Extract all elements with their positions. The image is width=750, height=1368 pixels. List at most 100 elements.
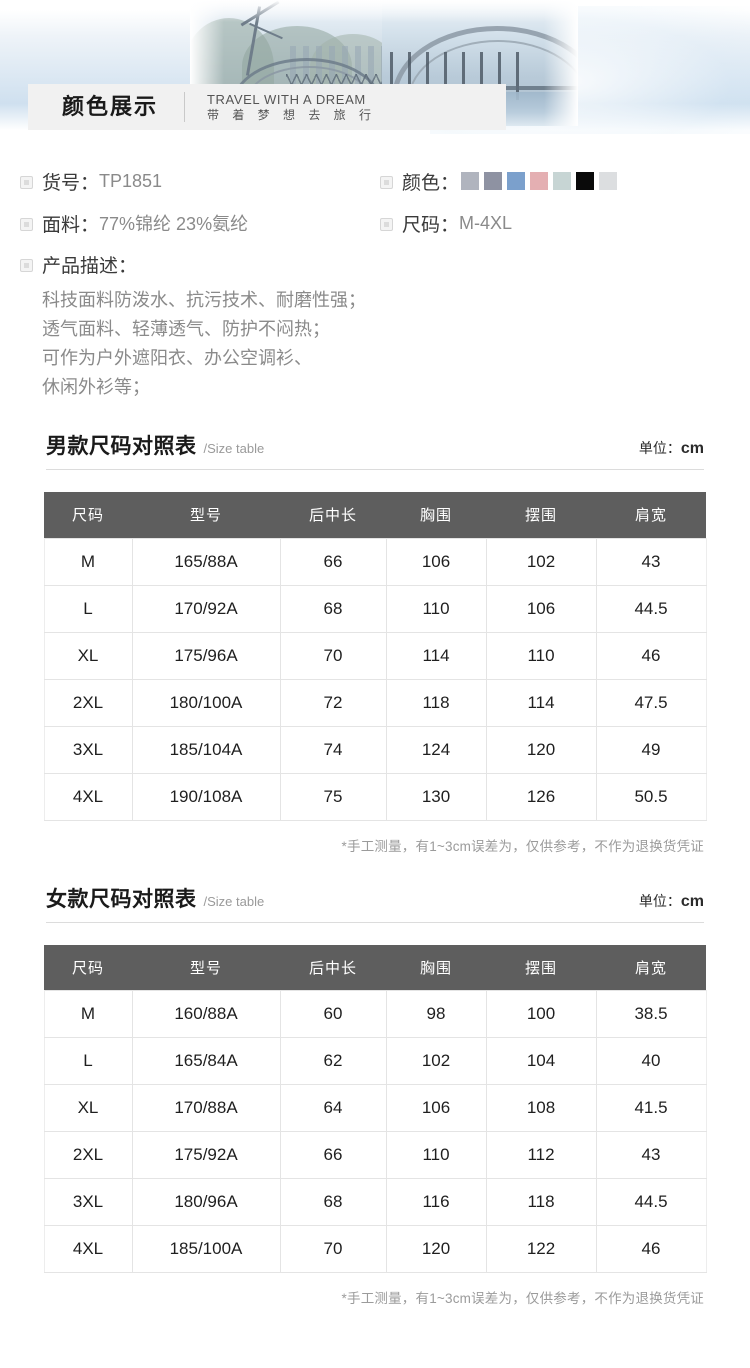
table-row: L 170/92A 68 110 106 44.5: [43, 584, 707, 633]
cell-型号: 180/100A: [131, 678, 281, 727]
color-swatch-2[interactable]: [484, 172, 503, 190]
cell-尺码: 3XL: [43, 1178, 133, 1226]
cell-型号: 160/88A: [131, 990, 281, 1038]
women-unit-label: 单位：: [638, 892, 681, 909]
description-line-2: 透气面料、轻薄透气、防护不闷热；: [42, 319, 330, 339]
men-size-subtitle: /Size table: [203, 441, 265, 456]
cell-胸围: 116: [385, 1178, 487, 1226]
cell-后中长: 60: [279, 990, 387, 1038]
column-header-3: 胸围: [386, 944, 486, 991]
fabric-label: 面料：: [42, 214, 100, 236]
cell-尺码: L: [43, 584, 133, 633]
description-line-3: 可作为户外遮阳衣、办公空调衫、: [42, 348, 312, 368]
cell-肩宽: 46: [595, 631, 707, 680]
table-row: 4XL 185/100A 70 120 122 46: [43, 1225, 707, 1273]
bullet-square-icon: [380, 217, 393, 231]
cell-胸围: 130: [385, 772, 487, 821]
color-swatch-list[interactable]: [461, 172, 618, 190]
table-row: 4XL 190/108A 75 130 126 50.5: [43, 772, 707, 821]
cell-摆围: 126: [485, 772, 597, 821]
color-display-banner: 颜色展示 TRAVEL WITH A DREAM 带 着 梦 想 去 旅 行: [0, 0, 750, 148]
men-table-body: M 165/88A 66 106 102 43 L 170/92A 68 110 106 44.5 XL…: [43, 537, 707, 821]
product-description-block: 产品描述： 科技面料防泼水、抗污技术、耐磨性强； 透气面料、轻薄透气、防护不闷热；…: [0, 246, 750, 402]
item-no-value: TP1851: [99, 170, 163, 191]
column-header-5: 肩宽: [596, 944, 706, 991]
bullet-square-icon: [20, 258, 33, 272]
cell-尺码: XL: [43, 631, 133, 680]
table-header-row: 尺码 型号 后中长 胸围 摆围 肩宽: [44, 492, 706, 538]
cell-肩宽: 43: [595, 537, 707, 586]
column-header-2: 后中长: [280, 492, 386, 538]
table-header-row: 尺码 型号 后中长 胸围 摆围 肩宽: [44, 944, 706, 991]
info-row-color: 颜色：: [380, 160, 750, 202]
men-size-unit: 单位：cm: [639, 438, 704, 458]
cell-摆围: 118: [485, 1178, 597, 1226]
info-row-item-no: 货号： TP1851: [20, 160, 372, 202]
cell-摆围: 120: [485, 725, 597, 774]
men-unit-label: 单位：: [638, 440, 681, 456]
cell-摆围: 100: [485, 990, 597, 1038]
men-table-note: *手工测量，有1~3cm误差为，仅供参考，不作为退换货凭证: [341, 838, 704, 854]
table-row: M 160/88A 60 98 100 38.5: [43, 990, 707, 1038]
women-size-unit: 单位：cm: [639, 891, 704, 911]
banner-divider: [184, 92, 186, 122]
color-swatch-1[interactable]: [461, 172, 480, 190]
table-row: 2XL 175/92A 66 110 112 43: [43, 1131, 707, 1179]
cell-后中长: 62: [279, 1037, 387, 1085]
column-header-4: 摆围: [486, 944, 596, 991]
men-section-divider: [46, 469, 704, 470]
table-row: 3XL 180/96A 68 116 118 44.5: [43, 1178, 707, 1226]
color-swatch-4[interactable]: [530, 172, 549, 190]
table-row: 2XL 180/100A 72 118 114 47.5: [43, 678, 707, 727]
description-line-1: 科技面料防泼水、抗污技术、耐磨性强；: [42, 290, 366, 310]
cell-后中长: 68: [279, 584, 387, 633]
cell-型号: 165/84A: [131, 1037, 281, 1085]
info-row-size: 尺码： M-4XL: [380, 202, 750, 244]
cell-摆围: 108: [485, 1084, 597, 1132]
item-no-label: 货号：: [42, 172, 100, 194]
column-header-4: 摆围: [486, 492, 596, 538]
color-label: 颜色：: [402, 172, 460, 194]
color-swatch-7[interactable]: [599, 172, 618, 190]
cell-后中长: 68: [279, 1178, 387, 1226]
color-swatch-5[interactable]: [553, 172, 572, 190]
cell-肩宽: 44.5: [595, 584, 707, 633]
women-section-divider: [46, 921, 704, 923]
cell-胸围: 120: [385, 1225, 487, 1273]
cell-摆围: 122: [485, 1225, 597, 1273]
women-unit-value: cm: [680, 892, 704, 910]
color-swatch-6[interactable]: [576, 172, 595, 190]
cell-尺码: XL: [43, 1084, 133, 1132]
column-header-5: 肩宽: [596, 492, 706, 538]
table-row: M 165/88A 66 106 102 43: [43, 537, 707, 586]
men-table-head: 尺码 型号 后中长 胸围 摆围 肩宽: [44, 492, 706, 538]
cell-型号: 185/100A: [131, 1225, 281, 1273]
cell-胸围: 124: [385, 725, 487, 774]
cell-尺码: L: [43, 1037, 133, 1085]
men-unit-value: cm: [680, 440, 704, 457]
cell-型号: 165/88A: [131, 537, 281, 586]
cell-胸围: 98: [385, 990, 487, 1038]
cell-型号: 170/88A: [131, 1084, 281, 1132]
column-header-2: 后中长: [280, 944, 386, 991]
women-size-title: 女款尺码对照表: [46, 887, 197, 911]
fabric-value: 77%锦纶 23%氨纶: [99, 214, 249, 234]
column-header-1: 型号: [132, 492, 280, 538]
cell-肩宽: 40: [595, 1037, 707, 1085]
men-size-table: 尺码 型号 后中长 胸围 摆围 肩宽 M 165/88A 66 106 102 43 L 170/92A…: [43, 492, 707, 821]
cell-型号: 180/96A: [131, 1178, 281, 1226]
cell-胸围: 110: [385, 584, 487, 633]
bullet-square-icon: [380, 175, 393, 189]
banner-title: 颜色展示: [62, 94, 159, 119]
cell-胸围: 114: [385, 631, 487, 680]
cell-肩宽: 47.5: [595, 678, 707, 727]
column-header-0: 尺码: [44, 492, 132, 538]
cell-尺码: 2XL: [43, 678, 133, 727]
cell-摆围: 114: [485, 678, 597, 727]
cell-摆围: 112: [485, 1131, 597, 1179]
cell-肩宽: 41.5: [595, 1084, 707, 1132]
cell-肩宽: 49: [595, 725, 707, 774]
cell-后中长: 75: [279, 772, 387, 821]
women-size-subtitle: /Size table: [203, 893, 265, 909]
color-swatch-3[interactable]: [507, 172, 526, 190]
